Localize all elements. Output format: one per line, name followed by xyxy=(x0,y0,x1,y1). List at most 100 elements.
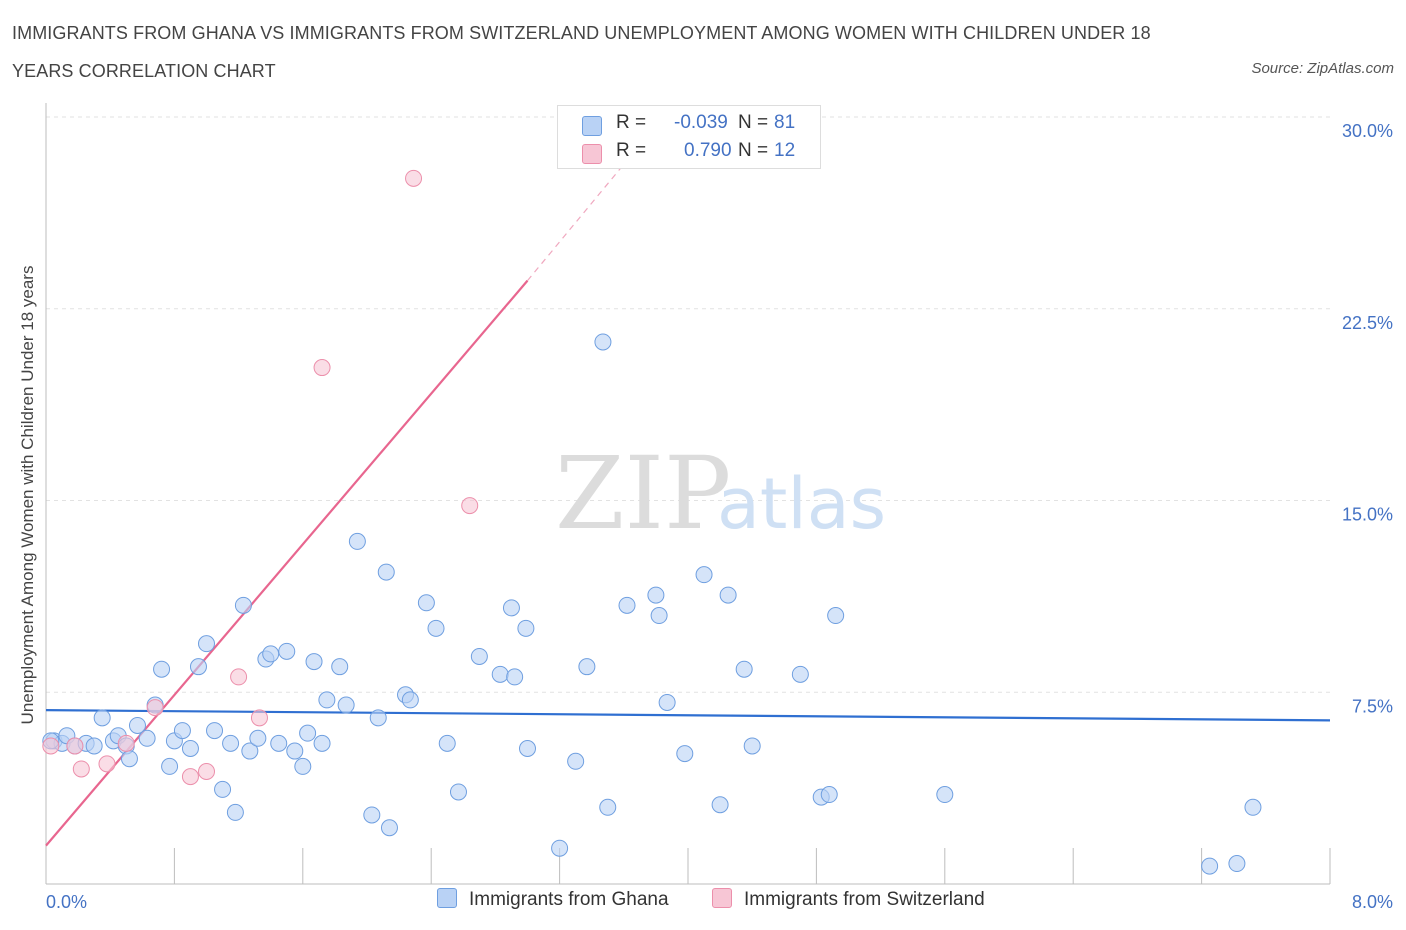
tick-labels: 7.5% 15.0% 22.5% 30.0% 0.0% 8.0% xyxy=(46,121,1393,912)
ghana-point xyxy=(337,696,355,714)
bottom-legend-swatch-switzerland xyxy=(712,888,732,908)
ghana-point xyxy=(502,599,520,617)
ghana-point xyxy=(262,645,280,663)
y-tick-label: 22.5% xyxy=(1342,313,1393,333)
switzerland-point xyxy=(72,760,90,778)
ghana-point xyxy=(138,729,156,747)
ghana-point xyxy=(369,709,387,727)
ghana-point xyxy=(791,665,809,683)
ghana-point xyxy=(206,722,224,740)
switzerland-point xyxy=(42,737,60,755)
ghana-point xyxy=(222,734,240,752)
ghana-point xyxy=(278,642,296,660)
ghana-point xyxy=(470,647,488,665)
ghana-point xyxy=(401,691,419,709)
legend-r-label: R = xyxy=(616,140,647,161)
ghana-point xyxy=(120,750,138,768)
switzerland-point xyxy=(313,359,331,377)
ghana-point xyxy=(305,653,323,671)
ghana-point xyxy=(594,333,612,351)
bottom-legend-swatch-ghana xyxy=(437,888,457,908)
ghana-point xyxy=(506,668,524,686)
ghana-point xyxy=(1228,855,1246,873)
switzerland-point xyxy=(181,768,199,786)
ghana-point xyxy=(241,742,259,760)
ghana-point xyxy=(427,619,445,637)
ghana-point xyxy=(299,724,317,742)
switzerland-point xyxy=(198,763,215,781)
ghana-point xyxy=(449,783,467,801)
ghana-point xyxy=(438,734,456,752)
ghana-point xyxy=(735,660,753,678)
ghana-point xyxy=(189,658,207,676)
ghana-point xyxy=(519,739,536,757)
axes-layer xyxy=(45,103,1331,885)
points-layer xyxy=(42,169,1262,875)
ghana-point xyxy=(198,635,215,653)
legend-swatch-switzerland xyxy=(582,144,602,164)
switzerland-point xyxy=(230,668,248,686)
ghana-point xyxy=(711,796,729,814)
y-tick-label: 30.0% xyxy=(1342,121,1393,141)
ghana-point xyxy=(618,596,636,614)
legend-r-value: -0.039 xyxy=(674,112,728,133)
legend-n-value: 12 xyxy=(774,140,796,161)
ghana-point xyxy=(377,563,395,581)
ghana-point xyxy=(567,752,585,770)
ghana-point xyxy=(719,586,737,604)
legend-n-label: N = xyxy=(738,112,769,133)
bottom-legend-label-ghana: Immigrants from Ghana xyxy=(469,889,669,910)
watermark-atlas: atlas xyxy=(717,463,886,545)
ghana-point xyxy=(234,596,252,614)
ghana-point xyxy=(491,665,509,683)
ghana-point xyxy=(226,803,244,821)
ghana-point xyxy=(551,839,569,857)
legend-r-label: R = xyxy=(616,112,647,133)
ghana-point xyxy=(517,619,535,637)
ghana-point xyxy=(331,658,349,676)
switzerland-trend-line xyxy=(45,279,529,847)
x-tick-label: 8.0% xyxy=(1352,892,1393,912)
ghana-point xyxy=(647,586,665,604)
ghana-point xyxy=(1244,798,1262,816)
x-tick-label: 0.0% xyxy=(46,892,87,912)
ghana-point xyxy=(249,729,267,747)
y-axis-label: Unemployment Among Women with Children U… xyxy=(18,265,37,725)
ghana-point xyxy=(599,798,617,816)
ghana-point xyxy=(153,660,171,678)
legend-n-label: N = xyxy=(738,140,769,161)
legend-swatch-ghana xyxy=(582,116,602,136)
switzerland-point xyxy=(461,497,479,515)
ghana-point xyxy=(181,739,199,757)
ghana-point xyxy=(650,607,668,625)
ghana-point xyxy=(161,757,179,775)
ghana-point xyxy=(313,734,331,752)
ghana-point xyxy=(93,709,111,727)
source-label: Source: ZipAtlas.com xyxy=(1251,60,1394,77)
ghana-point xyxy=(578,658,596,676)
ghana-point xyxy=(743,737,761,755)
ghana-point xyxy=(658,693,676,711)
bottom-legend-ghana[interactable]: Immigrants from Ghana xyxy=(437,888,669,916)
ghana-point xyxy=(348,532,366,550)
legend-n-value: 81 xyxy=(774,112,796,133)
bottom-legend-label-switzerland: Immigrants from Switzerland xyxy=(744,889,985,910)
ghana-point xyxy=(294,757,312,775)
ghana-point xyxy=(820,786,838,804)
legend-r-value: 0.790 xyxy=(684,140,732,161)
ghana-point xyxy=(827,607,845,625)
switzerland-point xyxy=(66,737,84,755)
y-tick-label: 15.0% xyxy=(1342,505,1393,525)
ghana-point xyxy=(214,780,232,798)
switzerland-point xyxy=(98,755,116,773)
switzerland-point xyxy=(117,734,135,752)
ghana-point xyxy=(363,806,381,824)
ghana-point xyxy=(318,691,336,709)
ghana-point xyxy=(1201,857,1219,875)
ghana-point xyxy=(380,819,398,837)
bottom-legend-switzerland[interactable]: Immigrants from Switzerland xyxy=(712,888,985,916)
ghana-point xyxy=(936,786,954,804)
ghana-trend-line xyxy=(45,709,1331,722)
switzerland-trend-extension xyxy=(527,160,628,282)
